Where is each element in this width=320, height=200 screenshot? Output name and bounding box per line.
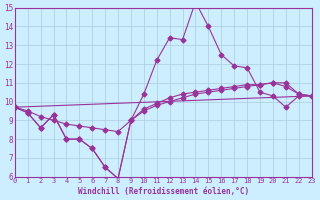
X-axis label: Windchill (Refroidissement éolien,°C): Windchill (Refroidissement éolien,°C) [78,187,249,196]
